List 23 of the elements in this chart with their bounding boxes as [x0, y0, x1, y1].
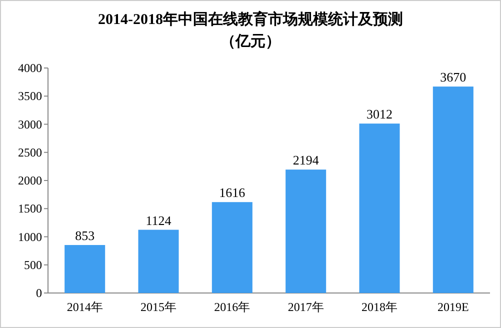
y-tick-label: 2000	[18, 174, 42, 188]
x-tick-label: 2018年	[362, 300, 398, 314]
title: 2014-2018年中国在线教育市场规模统计及预测	[98, 12, 403, 28]
data-label: 2194	[292, 152, 320, 168]
x-tick-label: 2016年	[214, 300, 250, 314]
y-tick-label: 1500	[18, 202, 42, 216]
x-tick-label: 2014年	[66, 300, 103, 314]
data-label: 853	[75, 228, 95, 244]
y-tick-label: 500	[24, 258, 42, 272]
x-tick-label: 2017年	[288, 300, 324, 314]
y-tick-label: 2500	[18, 145, 42, 160]
data-label: 1616	[219, 185, 246, 200]
y-tick-label: 3000	[18, 117, 42, 132]
x-tick-label: 2015年	[140, 300, 176, 314]
y-tick-label: 1000	[18, 230, 42, 244]
data-label: 1124	[146, 212, 172, 228]
data-label: 3012	[366, 106, 392, 122]
y-tick-label: 0	[36, 286, 42, 300]
y-tick-label: 4000	[18, 61, 42, 75]
data-label: 3670	[440, 70, 466, 85]
x-tick-label: 2019E	[437, 300, 469, 314]
y-tick-label: 3500	[18, 89, 42, 104]
title: （亿元）	[220, 34, 280, 50]
